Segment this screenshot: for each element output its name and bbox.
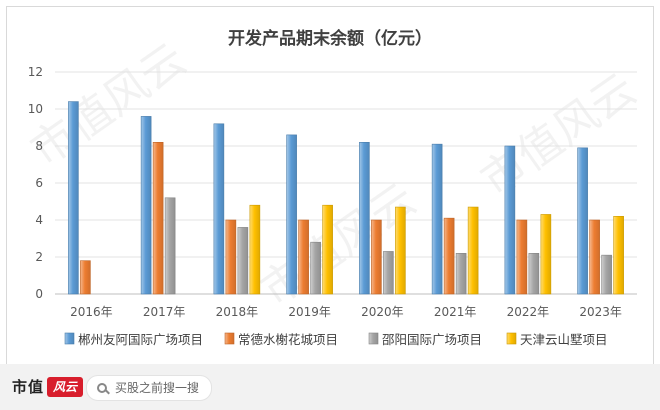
watermark-text: 市值风云 xyxy=(22,34,195,177)
bar xyxy=(286,134,297,295)
bar xyxy=(68,101,79,295)
bar xyxy=(443,217,455,295)
x-tick-label: 2020年 xyxy=(361,305,404,319)
bar xyxy=(589,219,600,295)
x-tick-label: 2018年 xyxy=(216,305,259,319)
x-tick-label: 2023年 xyxy=(579,305,622,319)
bar xyxy=(80,260,91,295)
bar xyxy=(359,142,370,295)
search-box[interactable] xyxy=(86,375,212,401)
search-input[interactable] xyxy=(115,381,211,395)
footer-bar: 市值 风云 xyxy=(0,364,660,410)
x-tick-label: 2021年 xyxy=(434,305,477,319)
chart-frame: 市值风云 市值风云 市值风云 开发产品期末余额（亿元） 0 2 4 6 8 10 12 2016… xyxy=(6,6,654,365)
y-tick-label: 10 xyxy=(28,102,43,116)
bar xyxy=(516,219,528,295)
y-tick-label: 12 xyxy=(28,65,43,79)
watermark-text: 市值风云 xyxy=(472,64,645,207)
bar xyxy=(237,227,249,295)
bar xyxy=(455,253,467,295)
bar xyxy=(613,216,624,295)
bar xyxy=(467,206,479,295)
bar xyxy=(298,219,309,295)
logo-text: 市值 xyxy=(12,378,45,396)
logo-mark: 风云 xyxy=(47,376,84,397)
bar xyxy=(601,254,612,295)
bar xyxy=(528,253,540,295)
legend-swatch xyxy=(368,332,379,345)
bar xyxy=(383,251,394,295)
brand-logo[interactable]: 市值 风云 xyxy=(12,376,84,397)
bar xyxy=(152,142,164,295)
x-tick-label: 2017年 xyxy=(143,305,186,319)
y-tick-label: 8 xyxy=(35,139,43,153)
x-tick-label: 2022年 xyxy=(507,305,550,319)
legend-label: 常德水榭花城项目 xyxy=(238,332,338,347)
x-tick-label: 2016年 xyxy=(70,305,113,319)
bar xyxy=(310,241,321,295)
chart-title: 开发产品期末余额（亿元） xyxy=(228,28,432,49)
legend-swatch xyxy=(224,332,235,345)
legend-swatch xyxy=(64,332,75,345)
bar xyxy=(504,145,516,295)
search-icon xyxy=(97,383,107,393)
bar xyxy=(431,143,443,295)
x-tick-label: 2019年 xyxy=(288,305,331,319)
bar xyxy=(140,116,152,295)
y-tick-label: 2 xyxy=(35,250,43,264)
legend-swatch xyxy=(506,332,517,345)
legend-label: 邵阳国际广场项目 xyxy=(382,332,482,347)
bar xyxy=(395,206,406,295)
y-tick-label: 6 xyxy=(35,176,43,190)
bar xyxy=(371,219,382,295)
legend-label: 郴州友阿国际广场项目 xyxy=(78,332,203,347)
bar xyxy=(213,123,225,295)
y-tick-label: 0 xyxy=(35,287,43,301)
y-tick-label: 4 xyxy=(35,213,43,227)
bar xyxy=(164,197,176,295)
legend-label: 天津云山墅项目 xyxy=(520,332,608,347)
bar xyxy=(322,204,333,295)
bar xyxy=(540,214,552,295)
bar xyxy=(249,204,261,295)
bar xyxy=(225,219,237,295)
bar xyxy=(577,147,588,295)
